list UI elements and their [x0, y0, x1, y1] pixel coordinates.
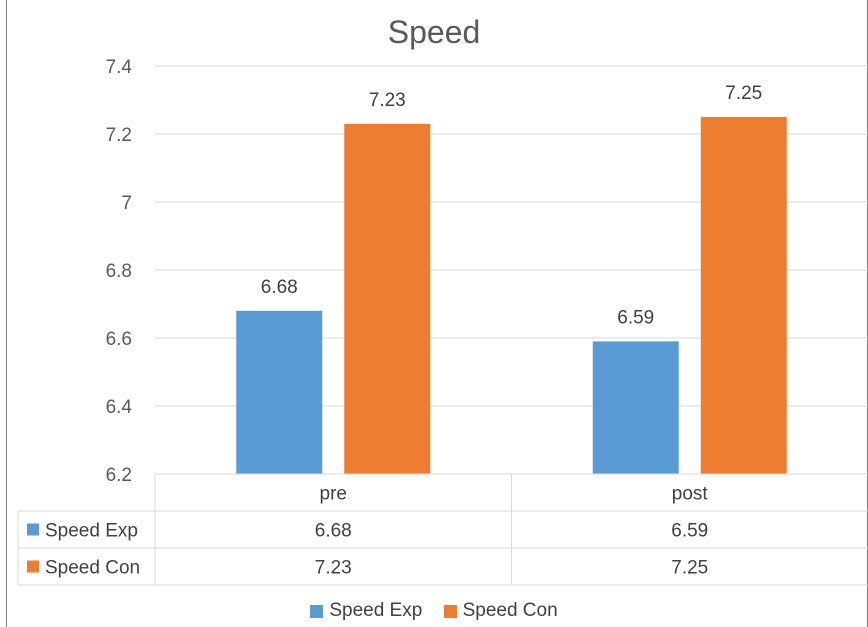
table-cell: 7.25 — [671, 558, 708, 579]
table-legend-key — [27, 560, 39, 573]
bar — [236, 310, 323, 474]
bar — [700, 117, 787, 474]
category-label: post — [672, 484, 709, 505]
table-series-name: Speed Con — [45, 558, 140, 579]
table-cell: 6.68 — [315, 521, 352, 542]
legend-swatch-exp — [310, 604, 324, 618]
y-tick-label: 7.2 — [106, 125, 132, 146]
table-legend-key — [27, 523, 39, 536]
y-tick-label: 6.2 — [106, 465, 132, 486]
table-cell: 7.23 — [315, 558, 352, 579]
bar — [592, 341, 679, 474]
legend: Speed Exp Speed Con — [0, 600, 868, 624]
y-tick-label: 7.4 — [106, 57, 133, 78]
data-label: 6.68 — [261, 277, 298, 298]
table-cell: 6.59 — [671, 521, 708, 542]
y-tick-label: 7 — [121, 193, 132, 214]
y-tick-label: 6.6 — [106, 329, 132, 350]
data-label: 7.25 — [725, 83, 762, 104]
y-tick-label: 6.4 — [106, 397, 133, 418]
data-label: 6.59 — [617, 307, 654, 328]
category-label: pre — [320, 484, 347, 505]
legend-item-con: Speed Con — [443, 600, 558, 622]
bar — [344, 123, 431, 475]
legend-swatch-con — [443, 604, 457, 618]
table-series-name: Speed Exp — [45, 521, 138, 542]
legend-label-exp: Speed Exp — [329, 600, 423, 621]
legend-item-exp: Speed Exp — [310, 600, 422, 622]
chart-title: Speed — [387, 14, 481, 50]
data-label: 7.23 — [369, 90, 406, 111]
y-tick-label: 6.8 — [106, 261, 132, 282]
legend-label-con: Speed Con — [462, 600, 558, 621]
